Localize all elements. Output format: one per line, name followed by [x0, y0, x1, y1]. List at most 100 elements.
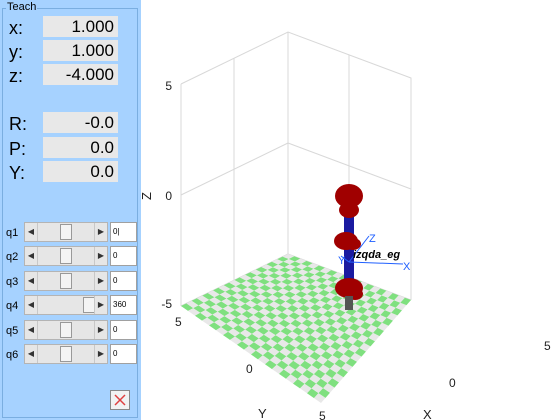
floor-tile: [279, 347, 292, 357]
floor-tile: [281, 356, 294, 366]
floor-tile: [245, 300, 258, 308]
z-value: -4.000: [43, 64, 118, 85]
floor-tile: [255, 346, 268, 356]
q6-slider[interactable]: ◀ ▶: [24, 344, 108, 364]
floor-tile: [377, 295, 388, 303]
arrow-left-icon[interactable]: ◀: [25, 321, 38, 339]
floor-tile: [347, 315, 359, 324]
floor-tile: [291, 272, 304, 279]
q1-input[interactable]: 0|: [110, 222, 137, 242]
floor-tile: [280, 327, 293, 336]
q2-slider-thumb[interactable]: [60, 248, 72, 264]
floor-tile: [305, 335, 317, 344]
floor-tile: [332, 373, 344, 383]
q5-slider-thumb[interactable]: [60, 322, 72, 338]
arrow-left-icon[interactable]: ◀: [25, 247, 38, 265]
floor-tile: [293, 379, 305, 389]
floor-tile: [314, 393, 326, 403]
arrow-left-icon[interactable]: ◀: [25, 345, 38, 363]
floor-tile: [234, 306, 247, 315]
x-axis-label: X: [423, 407, 432, 420]
floor-tile: [202, 317, 215, 326]
floor-tile: [214, 319, 227, 327]
floor-tile: [339, 354, 351, 363]
q1-slider[interactable]: ◀ ▶: [24, 222, 108, 242]
robot-3d-plot[interactable]: Z X Y izqda_eg 5 0 -5 Z 5 0 5 Y 0 5 X: [141, 0, 560, 420]
arrow-left-icon[interactable]: ◀: [25, 296, 38, 314]
close-button[interactable]: [110, 390, 130, 410]
q3-slider[interactable]: ◀ ▶: [24, 271, 108, 291]
floor-tile: [332, 272, 344, 279]
floor-tile: [366, 324, 378, 333]
floor-tile: [371, 319, 383, 328]
floor-tile: [391, 307, 402, 316]
arrow-right-icon[interactable]: ▶: [94, 321, 107, 339]
arrow-left-icon[interactable]: ◀: [25, 223, 38, 241]
arrow-right-icon[interactable]: ▶: [94, 272, 107, 290]
floor-tile: [230, 286, 243, 293]
floor-tile: [219, 316, 232, 324]
q2-input[interactable]: 0: [110, 246, 137, 266]
floor-tile: [209, 322, 222, 331]
q5-slider[interactable]: ◀ ▶: [24, 320, 108, 340]
floor-tile: [327, 355, 340, 364]
floor-tile: [298, 275, 310, 282]
floor-tile: [334, 309, 346, 317]
floor-tile: [302, 369, 314, 379]
floor-tile: [282, 308, 294, 316]
floor-tile: [295, 291, 308, 298]
floor-tile: [229, 309, 242, 318]
floor-tile: [373, 327, 384, 337]
floor-tile: [318, 289, 330, 297]
q3-slider-thumb[interactable]: [60, 273, 72, 289]
floor-tile: [295, 258, 307, 264]
q5-label: q5: [6, 325, 19, 337]
floor-tile: [241, 280, 253, 288]
floor-tile: [361, 302, 373, 310]
q2-slider[interactable]: ◀ ▶: [24, 246, 108, 266]
arrow-left-icon[interactable]: ◀: [25, 272, 38, 290]
y-tick-label: 5: [175, 315, 182, 329]
floor-tile: [289, 339, 301, 348]
floor-tile: [250, 297, 263, 305]
arrow-right-icon[interactable]: ▶: [94, 223, 107, 241]
floor-tile: [278, 261, 290, 268]
floor-tile: [296, 263, 308, 270]
floor-tile: [378, 302, 390, 311]
floor-tile: [304, 277, 316, 285]
floor-tile: [312, 286, 324, 294]
floor-tile: [269, 278, 282, 285]
x-tick-label: 5: [544, 339, 551, 353]
floor-tile: [279, 369, 291, 379]
arrow-right-icon[interactable]: ▶: [94, 296, 107, 314]
floor-tile: [301, 260, 313, 267]
q5-input[interactable]: 0: [110, 320, 137, 340]
floor-tile: [310, 330, 322, 339]
q3-input[interactable]: 0: [110, 271, 137, 291]
floor-tile: [277, 288, 290, 295]
floor-tile: [377, 322, 389, 331]
floor-tile: [291, 347, 303, 357]
floor-tile: [293, 278, 305, 285]
q4-input[interactable]: 360: [110, 295, 137, 315]
q1-slider-thumb[interactable]: [60, 224, 72, 240]
floor-tile: [246, 307, 259, 315]
arrow-right-icon[interactable]: ▶: [94, 345, 107, 363]
floor-tile: [219, 291, 232, 299]
robot-joint: [345, 238, 361, 250]
floor-tile: [314, 271, 326, 278]
floor-tile: [364, 290, 376, 298]
floor-tile: [316, 355, 328, 365]
q4-slider[interactable]: ◀ ▶: [24, 295, 108, 315]
floor-tile: [341, 363, 353, 373]
floor-tile: [275, 331, 288, 340]
arrow-right-icon[interactable]: ▶: [94, 247, 107, 265]
q6-input[interactable]: 0: [110, 344, 137, 364]
floor-tile: [302, 347, 315, 357]
floor-tile: [266, 261, 279, 268]
floor-tile: [349, 323, 361, 332]
q6-slider-thumb[interactable]: [60, 346, 72, 362]
floor-tile: [265, 312, 278, 320]
floor-tile: [329, 313, 341, 322]
floor-tile: [359, 342, 371, 352]
